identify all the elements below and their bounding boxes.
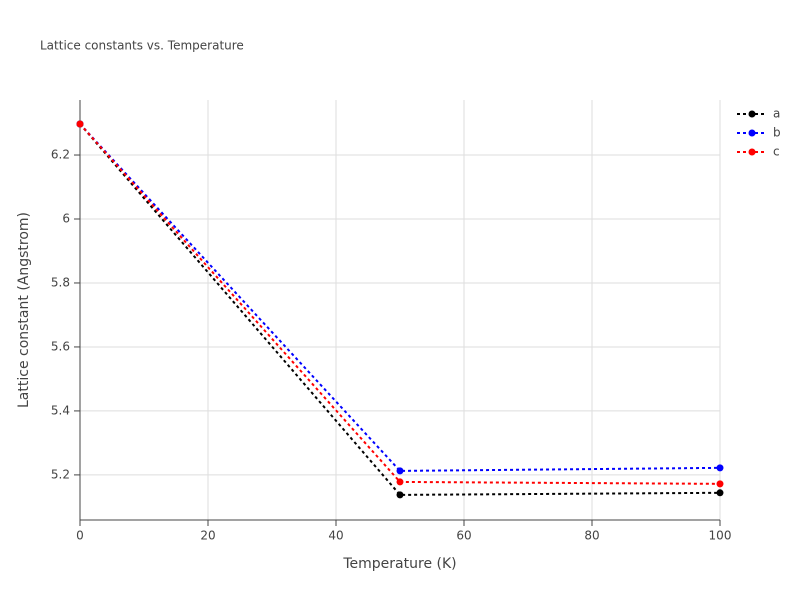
y-tick-label: 5.6 [51, 339, 70, 353]
x-tick-label: 80 [584, 529, 599, 543]
legend-marker [748, 110, 756, 118]
x-tick-label: 40 [328, 529, 343, 543]
data-point [396, 478, 404, 486]
legend-label: b [773, 126, 781, 140]
y-tick-label: 5.2 [51, 467, 70, 481]
legend-label: c [773, 145, 780, 159]
x-tick-label: 0 [76, 529, 84, 543]
series-line [79, 123, 721, 472]
legend-label: a [773, 107, 780, 121]
y-tick-label: 6 [62, 211, 70, 225]
x-axis-label: Temperature (K) [342, 556, 456, 572]
data-point [396, 491, 404, 499]
data-point [716, 480, 724, 488]
data-point [716, 464, 724, 472]
data-point [716, 489, 724, 497]
x-tick-label: 20 [200, 529, 215, 543]
legend-marker [748, 129, 756, 137]
data-point [396, 467, 404, 475]
data-point [76, 120, 84, 128]
y-tick-label: 5.4 [51, 403, 70, 417]
y-tick-label: 5.8 [51, 275, 70, 289]
legend-marker [748, 148, 756, 156]
x-tick-label: 60 [456, 529, 471, 543]
y-tick-label: 6.2 [51, 148, 70, 162]
x-tick-label: 100 [709, 529, 732, 543]
y-axis-label: Lattice constant (Angstrom) [16, 212, 32, 408]
series-line [79, 123, 721, 496]
chart-title: Lattice constants vs. Temperature [40, 39, 244, 53]
